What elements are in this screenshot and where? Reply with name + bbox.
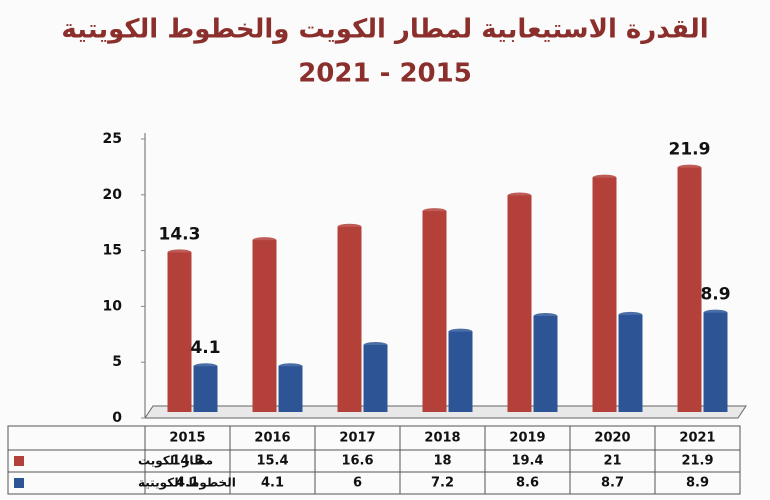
data-label: 21.9 — [669, 140, 711, 160]
bar-cap — [278, 363, 303, 370]
table-value: 6 — [353, 476, 362, 491]
table-value: 14.3 — [171, 454, 203, 469]
data-table — [7, 425, 741, 495]
table-value: 4.1 — [176, 476, 199, 491]
table-value: 15.4 — [256, 454, 288, 469]
data-label: 4.1 — [190, 338, 220, 358]
data-label: 14.3 — [159, 224, 201, 244]
bar — [592, 177, 617, 412]
bar-cap — [337, 223, 362, 230]
table-value: 21.9 — [681, 454, 713, 469]
x-tick-label: 2017 — [339, 431, 375, 446]
bar — [533, 316, 558, 412]
table-value: 16.6 — [341, 454, 373, 469]
bar-cap — [703, 309, 728, 316]
x-tick-label: 2016 — [254, 431, 290, 446]
bar-cap — [677, 164, 702, 171]
x-tick-label: 2015 — [169, 431, 205, 446]
x-tick-label: 2019 — [509, 431, 545, 446]
chart-title: القدرة الاستيعابية لمطار الكويت والخطوط … — [61, 15, 708, 45]
y-tick-label: 10 — [103, 298, 123, 314]
legend-swatch — [14, 478, 24, 488]
y-tick-label: 20 — [103, 187, 123, 203]
bar-cap — [167, 249, 192, 256]
y-tick-label: 25 — [103, 131, 122, 147]
legend-swatch — [14, 456, 24, 466]
bar — [278, 366, 303, 412]
bar — [167, 252, 192, 412]
bar — [193, 366, 218, 412]
bar — [507, 195, 532, 412]
bar-cap — [363, 342, 388, 349]
bar — [422, 211, 447, 412]
bar — [618, 314, 643, 412]
bar-cap — [448, 328, 473, 335]
bar-cap — [533, 313, 558, 320]
bar — [703, 312, 728, 412]
legend-label: مطار الكويت — [138, 454, 213, 469]
y-tick-label: 15 — [103, 243, 122, 259]
bar — [337, 226, 362, 412]
chart-subtitle: 2021 - 2015 — [298, 59, 472, 89]
bar — [448, 331, 473, 412]
table-value: 8.9 — [686, 476, 709, 491]
table-value: 4.1 — [261, 476, 284, 491]
bar-cap — [252, 237, 277, 244]
legend-label: الخطوط الكويتية — [138, 476, 236, 491]
x-tick-label: 2020 — [594, 431, 630, 446]
table-value: 7.2 — [431, 476, 454, 491]
bar-cap — [422, 208, 447, 215]
bar-cap — [507, 192, 532, 199]
y-tick-label: 5 — [112, 354, 122, 370]
bar — [363, 345, 388, 412]
y-tick-label: 0 — [112, 410, 122, 426]
table-value: 21 — [603, 454, 621, 469]
table-value: 8.6 — [516, 476, 539, 491]
table-value: 8.7 — [601, 476, 624, 491]
x-tick-label: 2021 — [679, 431, 715, 446]
bar — [677, 167, 702, 412]
table-value: 19.4 — [511, 454, 543, 469]
bar-cap — [618, 311, 643, 318]
bar — [252, 240, 277, 412]
bar-cap — [193, 363, 218, 370]
x-tick-label: 2018 — [424, 431, 460, 446]
bar-cap — [592, 174, 617, 181]
table-value: 18 — [433, 454, 451, 469]
data-label: 8.9 — [700, 285, 730, 305]
